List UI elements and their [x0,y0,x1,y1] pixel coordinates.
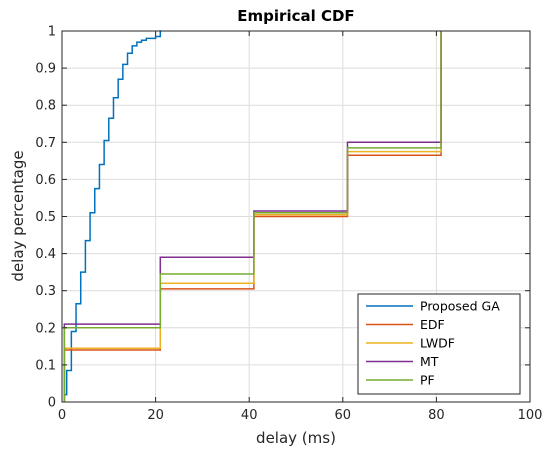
x-tick-label: 80 [428,408,445,423]
y-tick-label: 0.5 [35,210,56,225]
y-axis-label: delay percentage [9,150,27,281]
x-tick-label: 60 [335,408,352,423]
legend-label: LWDF [420,336,455,351]
y-tick-label: 0.4 [35,247,56,262]
legend-box [357,293,521,395]
series-line-proposed-ga [63,30,162,402]
x-tick-label: 0 [58,408,66,423]
y-tick-label: 0.9 [35,62,56,77]
x-tick-label: 100 [518,408,543,423]
y-tick-label: 1 [48,25,56,40]
series-line-pf [63,31,442,402]
x-tick-label: 20 [147,408,164,423]
legend-label: MT [420,354,439,369]
legend-label: Proposed GA [420,299,500,314]
y-tick-label: 0.1 [35,358,56,373]
y-axis-ticks: 0 0.1 0.2 0.3 0.4 0.5 0.6 0.7 0.8 0.9 1 [35,25,530,411]
y-tick-label: 0.6 [35,173,56,188]
legend-label: PF [420,373,435,388]
y-tick-label: 0.2 [35,321,56,336]
y-tick-label: 0.7 [35,136,56,151]
legend: Proposed GA EDF LWDF MT PF [357,293,521,395]
plot-series [63,30,442,402]
y-tick-label: 0 [48,396,56,411]
y-tick-label: 0.8 [35,99,56,114]
y-tick-label: 0.3 [35,284,56,299]
chart-title: Empirical CDF [237,7,354,25]
x-tick-label: 40 [241,408,258,423]
x-axis-label: delay (ms) [256,429,336,447]
x-axis-ticks: 0 20 40 60 80 100 [58,31,543,423]
legend-label: EDF [420,317,445,332]
